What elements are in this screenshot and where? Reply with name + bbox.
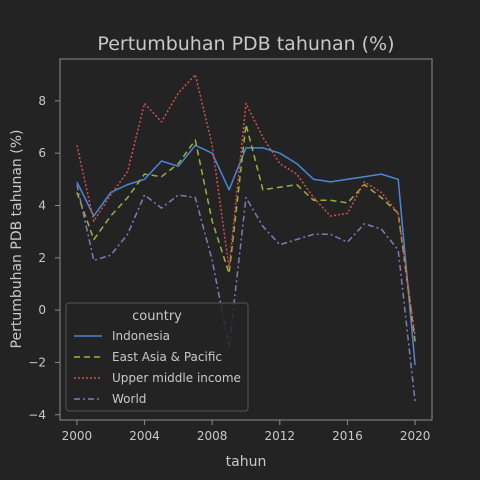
- y-tick-label: 2: [38, 251, 46, 265]
- series-line: [76, 73, 416, 337]
- x-tick-label: 2020: [400, 429, 431, 443]
- y-tick-label: −4: [28, 408, 46, 422]
- series-line: [76, 123, 416, 342]
- legend-label: East Asia & Pacific: [112, 350, 222, 364]
- y-tick-label: 4: [38, 198, 46, 212]
- axis-ticks: 2000 2004 2008 2012 2016 2020 −4 −2 0 2 4 6 8: [28, 94, 430, 443]
- legend: country Indonesia East Asia & Pacific Uppe…: [65, 302, 249, 412]
- series-line: [76, 184, 416, 402]
- x-tick-label: 2008: [197, 429, 228, 443]
- chart-title: Pertumbuhan PDB tahunan (%): [97, 33, 394, 55]
- legend-label: Indonesia: [112, 329, 170, 343]
- y-axis-label: Pertumbuhan PDB tahunan (%): [9, 130, 25, 349]
- legend-label: World: [112, 392, 146, 406]
- y-tick-label: 8: [38, 94, 46, 108]
- x-tick-label: 2004: [129, 429, 160, 443]
- legend-box: [65, 302, 249, 412]
- x-tick-label: 2000: [62, 429, 93, 443]
- y-tick-label: 0: [38, 303, 46, 317]
- x-tick-label: 2012: [265, 429, 296, 443]
- y-tick-label: −2: [28, 355, 46, 369]
- x-axis-label: tahun: [226, 454, 267, 470]
- legend-label: Upper middle income: [112, 371, 241, 385]
- x-tick-label: 2016: [332, 429, 363, 443]
- series-line: [76, 144, 416, 366]
- legend-title: country: [132, 309, 182, 324]
- series-lines: [76, 73, 416, 402]
- y-tick-label: 6: [38, 146, 46, 160]
